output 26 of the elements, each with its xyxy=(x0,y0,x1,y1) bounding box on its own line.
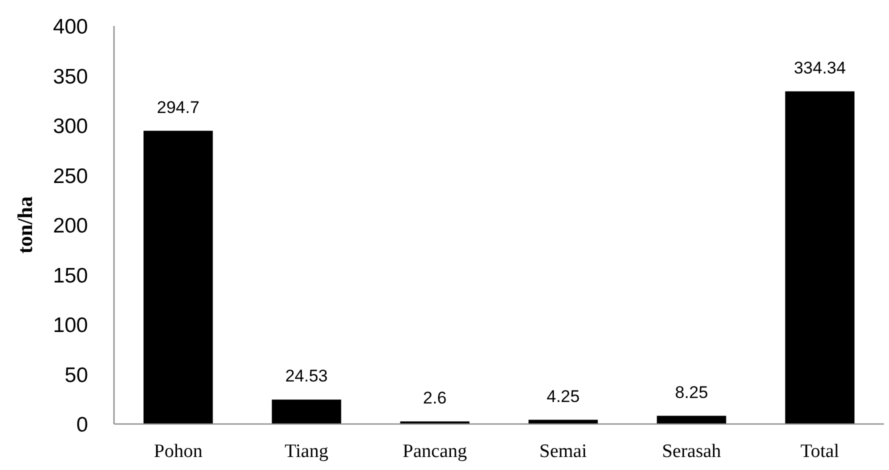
data-label: 2.6 xyxy=(423,388,447,408)
y-tick-label: 350 xyxy=(52,65,88,88)
data-label: 334.34 xyxy=(794,58,846,78)
y-tick-label: 100 xyxy=(52,314,88,338)
y-tick-label: 300 xyxy=(52,115,88,138)
y-tick-label: 200 xyxy=(52,214,88,238)
bar xyxy=(144,130,213,424)
y-tick-label: 250 xyxy=(52,164,88,188)
x-tick-label: Pohon xyxy=(154,441,203,462)
x-tick-label: Semai xyxy=(539,441,587,462)
x-tick-label: Serasah xyxy=(662,441,722,462)
y-tick-label: 150 xyxy=(52,264,88,288)
data-label: 4.25 xyxy=(546,386,580,406)
bar xyxy=(785,91,854,424)
x-tick-label: Tiang xyxy=(284,441,329,462)
bar xyxy=(656,416,726,424)
data-label: 8.25 xyxy=(674,382,708,402)
data-label: 24.53 xyxy=(285,366,328,386)
y-axis-title: ton/ha xyxy=(13,196,37,254)
y-tick-label: 0 xyxy=(76,414,88,437)
x-tick-label: Pancang xyxy=(402,441,468,462)
bar xyxy=(272,400,342,424)
x-tick-label: Total xyxy=(800,441,840,462)
y-tick-label: 50 xyxy=(64,364,88,387)
y-tick-label: 400 xyxy=(52,16,88,39)
data-label: 294.7 xyxy=(156,98,200,117)
